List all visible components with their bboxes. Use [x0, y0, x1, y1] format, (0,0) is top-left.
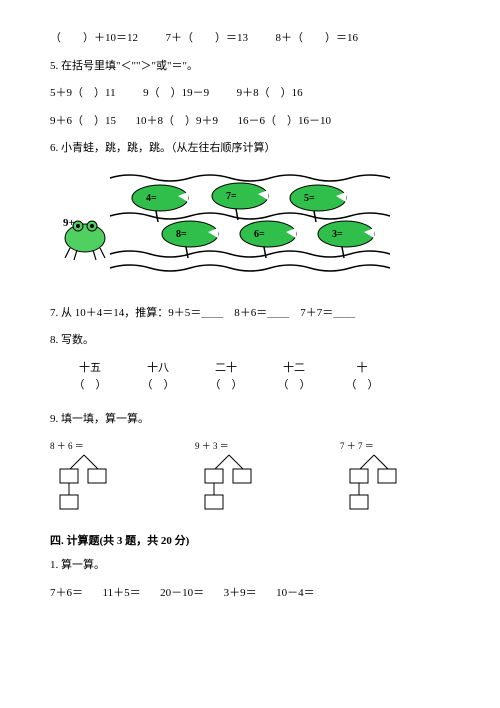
svg-text:6=: 6=	[254, 229, 265, 240]
q4-b: 7＋（ ）＝13	[166, 32, 249, 44]
q9-diagrams: 8 ＋ 6 ＝ 9 ＋ 3 ＝ 7 ＋ 7 ＝	[50, 439, 450, 520]
split-svg	[195, 453, 285, 515]
q8-intro: 8. 写数。	[50, 332, 450, 350]
frog-diagram: 9+ 4= 7= 5= 8= 6= 3=	[50, 168, 450, 285]
num-col: 十八（ ）	[138, 360, 178, 395]
split-diagram: 7 ＋ 7 ＝	[340, 439, 450, 520]
q5r1b: 9（ ）19－9	[143, 87, 209, 99]
q8-row: 十五（ ） 十八（ ） 二十（ ） 十二（ ） 十（ ）	[70, 360, 450, 395]
q4-a: （ ）＋10＝12	[50, 32, 138, 44]
frog-label: 9+	[63, 217, 75, 229]
q9-intro: 9. 填一填，算一算。	[50, 411, 450, 429]
q5-row1: 5＋9（ ）11 9（ ）19－9 9＋8（ ）16	[50, 85, 450, 103]
s4c: 20－10＝	[160, 587, 204, 599]
num-blank: （ ）	[206, 377, 246, 395]
diagram-expr: 9 ＋ 3 ＝	[195, 439, 305, 453]
pond-svg: 9+ 4= 7= 5= 8= 6= 3=	[50, 168, 430, 278]
diagram-expr: 7 ＋ 7 ＝	[340, 439, 450, 453]
num-col: 十五（ ）	[70, 360, 110, 395]
q7-text: 7. 从 10＋4＝14，推算：9＋5＝＿＿ 8＋6＝＿＿ 7＋7＝＿＿	[50, 305, 450, 323]
num-label: 十	[342, 360, 382, 378]
num-label: 十五	[70, 360, 110, 378]
s4d: 3＋9＝	[224, 587, 257, 599]
q5r2a: 9＋6（ ）15	[50, 115, 116, 127]
s4a: 7＋6＝	[50, 587, 83, 599]
svg-text:3=: 3=	[332, 229, 343, 240]
q5r1c: 9＋8（ ）16	[237, 87, 303, 99]
svg-text:5=: 5=	[304, 193, 315, 204]
num-blank: （ ）	[342, 377, 382, 395]
frog-icon: 9+	[63, 217, 105, 260]
num-label: 二十	[206, 360, 246, 378]
num-col: 十（ ）	[342, 360, 382, 395]
split-svg	[340, 453, 430, 515]
split-diagram: 8 ＋ 6 ＝	[50, 439, 160, 520]
q6-intro: 6. 小青蛙，跳，跳，跳。（从左往右顺序计算）	[50, 140, 450, 158]
split-diagram: 9 ＋ 3 ＝	[195, 439, 305, 520]
q5r2b: 10＋8（ ）9＋9	[136, 115, 219, 127]
diagram-expr: 8 ＋ 6 ＝	[50, 439, 160, 453]
section4-title: 四. 计算题(共 3 题，共 20 分)	[50, 533, 450, 551]
q5-intro: 5. 在括号里填"＜""＞"或"＝"。	[50, 58, 450, 76]
svg-text:4=: 4=	[146, 193, 157, 204]
num-blank: （ ）	[70, 377, 110, 395]
num-label: 十八	[138, 360, 178, 378]
num-col: 二十（ ）	[206, 360, 246, 395]
s4e: 10－4＝	[276, 587, 315, 599]
q4-c: 8＋（ ）＝16	[276, 32, 359, 44]
svg-text:8=: 8=	[176, 229, 187, 240]
svg-text:7=: 7=	[226, 191, 237, 202]
s4-q1-row: 7＋6＝ 11＋5＝ 20－10＝ 3＋9＝ 10－4＝	[50, 585, 450, 603]
q5r2c: 16－6（ ）16－10	[238, 115, 332, 127]
num-col: 十二（ ）	[274, 360, 314, 395]
num-label: 十二	[274, 360, 314, 378]
num-blank: （ ）	[274, 377, 314, 395]
q5r1a: 5＋9（ ）11	[50, 87, 116, 99]
split-svg	[50, 453, 140, 515]
s4b: 11＋5＝	[103, 587, 141, 599]
q5-row2: 9＋6（ ）15 10＋8（ ）9＋9 16－6（ ）16－10	[50, 113, 450, 131]
num-blank: （ ）	[138, 377, 178, 395]
q4-line: （ ）＋10＝12 7＋（ ）＝13 8＋（ ）＝16	[50, 30, 450, 48]
s4-q1-intro: 1. 算一算。	[50, 557, 450, 575]
